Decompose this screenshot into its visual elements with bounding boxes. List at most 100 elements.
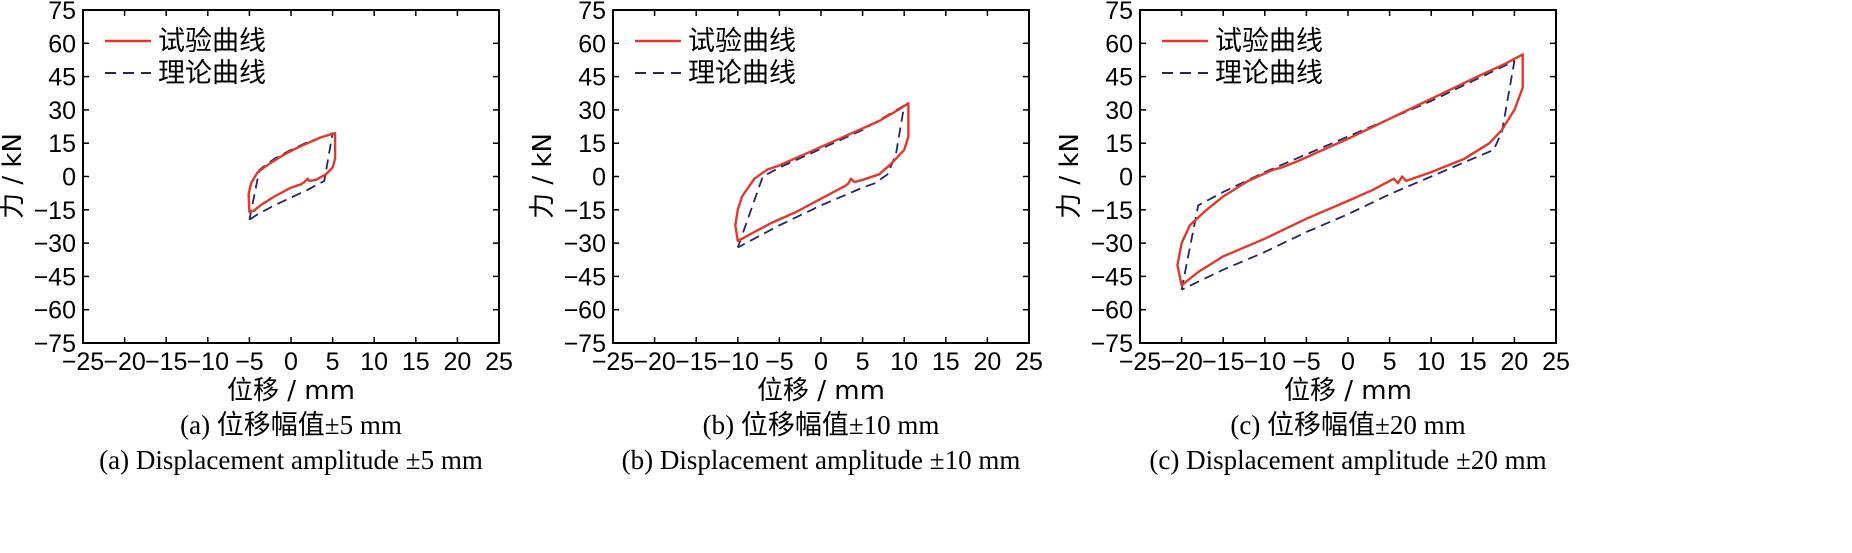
- y-tick-label: 60: [48, 30, 76, 58]
- caption-cn: (b) 位移幅值±10 mm: [703, 410, 940, 440]
- y-tick-label: 45: [48, 64, 76, 92]
- caption-en: (c) Displacement amplitude ±20 mm: [1149, 445, 1546, 475]
- x-tick-label: 10: [360, 348, 388, 376]
- y-tick-label: 30: [1105, 97, 1133, 125]
- x-tick-label: −20: [103, 348, 145, 376]
- y-tick-label: 60: [578, 30, 606, 58]
- legend: 试验曲线 理论曲线: [105, 26, 266, 89]
- x-tick-label: −10: [717, 348, 759, 376]
- y-tick-label: −60: [1091, 297, 1133, 325]
- x-tick-label: −15: [675, 348, 717, 376]
- x-tick-label: 5: [856, 348, 870, 376]
- x-tick-label: 20: [1500, 348, 1528, 376]
- x-axis-label: 位移 / mm: [227, 376, 355, 406]
- x-tick-label: −20: [633, 348, 675, 376]
- x-tick-label: 10: [890, 348, 918, 376]
- y-tick-label: −30: [564, 230, 606, 258]
- x-tick-label: 25: [1542, 348, 1570, 376]
- series-layer: [1176, 53, 1524, 291]
- y-tick-labels: 75 60 45 30 15 0 −15 −30 −45 −60 −75: [1091, 0, 1133, 358]
- y-tick-label: 60: [1105, 30, 1133, 58]
- y-axis-label: 力 / kN: [1055, 133, 1085, 219]
- y-tick-label: 45: [578, 64, 606, 92]
- legend-label-test: 试验曲线: [158, 26, 266, 57]
- x-axis-label: 位移 / mm: [1284, 376, 1412, 406]
- plot-frame: [82, 9, 500, 344]
- y-tick-label: −45: [34, 263, 76, 291]
- x-tick-label: 20: [973, 348, 1001, 376]
- plot-frame: [612, 9, 1030, 344]
- y-tick-label: 0: [62, 164, 76, 192]
- y-tick-labels: 75 60 45 30 15 0 −15 −30 −45 −60 −75: [564, 0, 606, 358]
- x-tick-label: 20: [443, 348, 471, 376]
- legend: 试验曲线 理论曲线: [1162, 26, 1323, 89]
- legend-label-theory: 理论曲线: [158, 58, 266, 89]
- y-tick-label: 45: [1105, 64, 1133, 92]
- y-tick-label: 75: [48, 0, 76, 25]
- caption-en: (a) Displacement amplitude ±5 mm: [99, 445, 483, 475]
- tick-marks: [82, 9, 500, 344]
- legend-label-theory: 理论曲线: [688, 58, 796, 89]
- caption-cn: (c) 位移幅值±20 mm: [1230, 410, 1465, 440]
- legend-label-test: 试验曲线: [1215, 26, 1323, 57]
- y-tick-label: 75: [1105, 0, 1133, 25]
- x-tick-label: 5: [1383, 348, 1397, 376]
- x-tick-labels: −25 −20 −15 −10 −5 0 5 10 15 20 25: [1119, 348, 1570, 376]
- y-axis-label: 力 / kN: [0, 133, 28, 219]
- y-tick-label: −15: [1091, 197, 1133, 225]
- y-tick-label: 0: [1119, 164, 1133, 192]
- caption-cn: (a) 位移幅值±5 mm: [180, 410, 402, 440]
- y-axis-label: 力 / kN: [528, 133, 558, 219]
- y-tick-label: −30: [1091, 230, 1133, 258]
- x-tick-label: −15: [1202, 348, 1244, 376]
- y-tick-label: 30: [578, 97, 606, 125]
- x-tick-label: 15: [932, 348, 960, 376]
- y-tick-label: 15: [578, 130, 606, 158]
- x-tick-label: −20: [1160, 348, 1202, 376]
- y-tick-labels: 75 60 45 30 15 0 −15 −30 −45 −60 −75: [34, 0, 76, 358]
- x-tick-label: 5: [326, 348, 340, 376]
- x-tick-label: −5: [765, 348, 794, 376]
- x-tick-label: 0: [284, 348, 298, 376]
- y-tick-label: 15: [1105, 130, 1133, 158]
- y-tick-label: −60: [564, 297, 606, 325]
- x-tick-label: 10: [1417, 348, 1445, 376]
- x-tick-label: 15: [1459, 348, 1487, 376]
- y-tick-label: −75: [34, 330, 76, 358]
- y-tick-label: −15: [34, 197, 76, 225]
- x-tick-label: −5: [1292, 348, 1321, 376]
- series-layer: [247, 131, 337, 221]
- x-tick-label: 0: [1341, 348, 1355, 376]
- y-tick-label: 15: [48, 130, 76, 158]
- legend-label-test: 试验曲线: [688, 26, 796, 57]
- x-tick-labels: −25 −20 −15 −10 −5 0 5 10 15 20 25: [592, 348, 1043, 376]
- x-tick-label: −10: [187, 348, 229, 376]
- x-tick-label: 0: [814, 348, 828, 376]
- tick-marks: [1139, 9, 1557, 344]
- caption-en: (b) Displacement amplitude ±10 mm: [622, 445, 1021, 475]
- x-tick-label: −25: [62, 348, 104, 376]
- x-tick-labels: −25 −20 −15 −10 −5 0 5 10 15 20 25: [62, 348, 513, 376]
- series-line-theory: [1180, 60, 1516, 291]
- y-tick-label: −75: [1091, 330, 1133, 358]
- y-tick-label: 0: [592, 164, 606, 192]
- series-line-test: [734, 101, 910, 243]
- y-tick-label: −45: [1091, 263, 1133, 291]
- y-tick-label: −60: [34, 297, 76, 325]
- x-axis-label: 位移 / mm: [757, 376, 885, 406]
- x-tick-label: −10: [1244, 348, 1286, 376]
- y-tick-label: 75: [578, 0, 606, 25]
- y-tick-label: −45: [564, 263, 606, 291]
- y-tick-label: −30: [34, 230, 76, 258]
- legend: 试验曲线 理论曲线: [635, 26, 796, 89]
- x-tick-label: −5: [235, 348, 264, 376]
- x-tick-label: 25: [485, 348, 513, 376]
- plot-frame: [1139, 9, 1557, 344]
- x-tick-label: −15: [145, 348, 187, 376]
- series-line-test: [1176, 53, 1524, 287]
- x-tick-label: 15: [402, 348, 430, 376]
- y-tick-label: −75: [564, 330, 606, 358]
